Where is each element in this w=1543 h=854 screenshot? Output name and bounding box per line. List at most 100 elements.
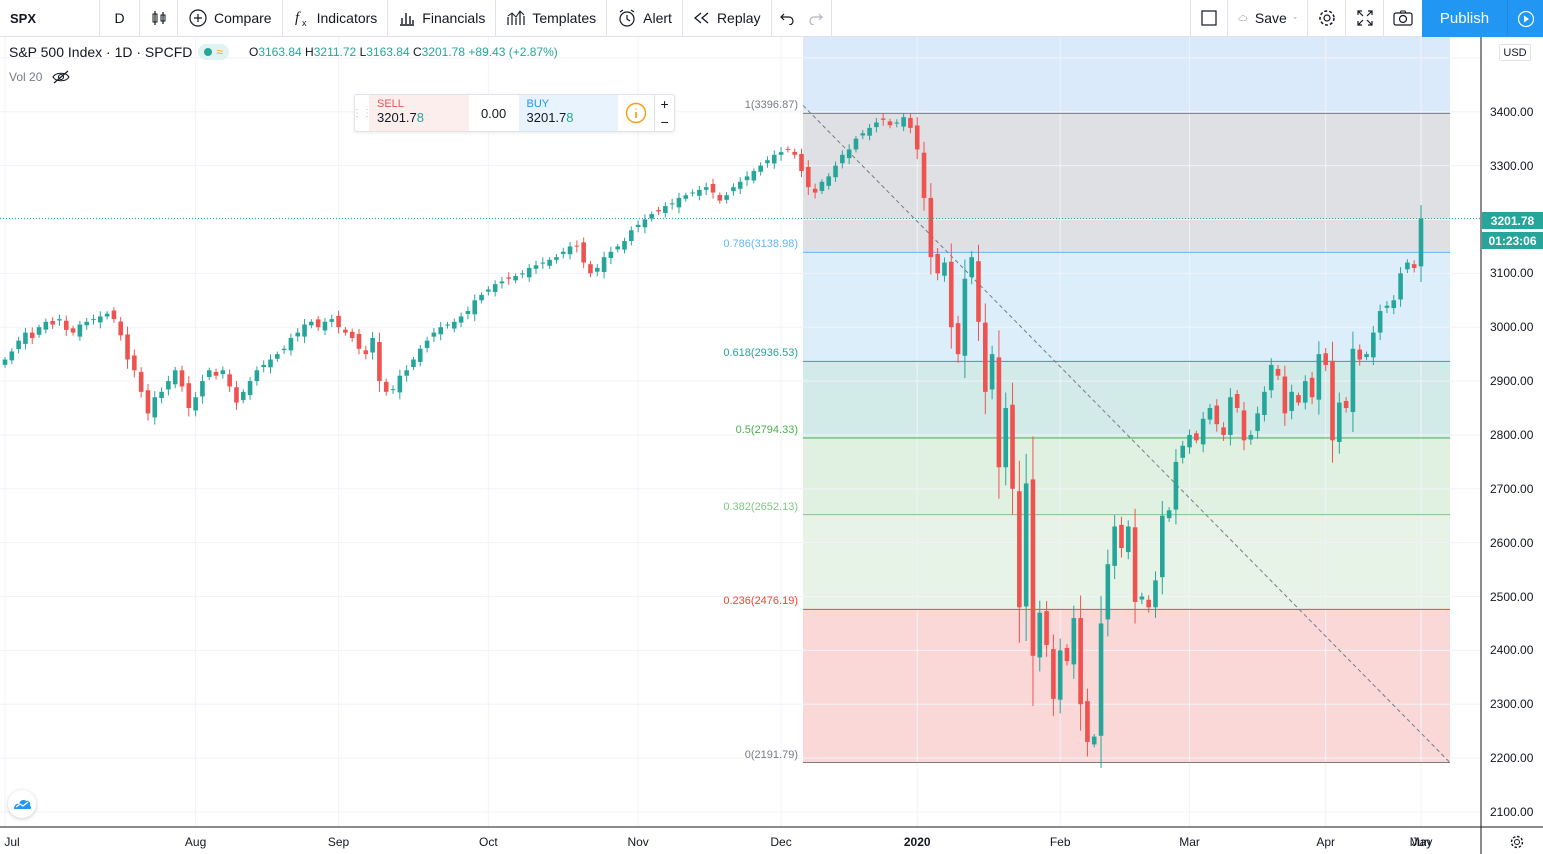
quantity-plus-button[interactable]: + bbox=[660, 96, 669, 112]
candle-body bbox=[125, 334, 130, 360]
candle-body bbox=[806, 166, 811, 188]
candle-body bbox=[751, 170, 757, 181]
eye-hidden-icon[interactable] bbox=[52, 70, 71, 84]
candle-body bbox=[1316, 354, 1322, 400]
layout-button[interactable] bbox=[1190, 0, 1228, 37]
price-chart[interactable] bbox=[0, 37, 1543, 854]
candle-body bbox=[1357, 349, 1363, 360]
candle-body bbox=[70, 328, 76, 333]
sell-button[interactable]: SELL 3201.78 bbox=[369, 95, 469, 131]
candle-body bbox=[989, 354, 995, 390]
price-axis-label: 2200.00 bbox=[1490, 751, 1534, 766]
settings-button[interactable] bbox=[1308, 0, 1346, 37]
high-key: H bbox=[305, 45, 314, 59]
chart-area[interactable] bbox=[0, 37, 1543, 854]
axis-settings-button[interactable] bbox=[1507, 832, 1527, 852]
chart-legend: S&P 500 Index · 1D · SPCFD ≈ O3163.84 H3… bbox=[9, 44, 558, 60]
price-axis-label: 3300.00 bbox=[1490, 158, 1534, 173]
candle-body bbox=[520, 273, 525, 275]
publish-button[interactable]: Publish bbox=[1422, 0, 1507, 37]
candle-body bbox=[240, 391, 246, 401]
candle-body bbox=[138, 371, 144, 392]
save-button[interactable]: Save bbox=[1228, 0, 1308, 37]
publish-menu-button[interactable] bbox=[1507, 0, 1543, 37]
buy-price: 3201.78 bbox=[527, 110, 611, 125]
candle-body bbox=[955, 323, 961, 355]
financials-button[interactable]: Financials bbox=[388, 0, 497, 37]
candle-body bbox=[1214, 405, 1220, 425]
candle-body bbox=[819, 181, 825, 191]
currency-label[interactable]: USD bbox=[1499, 44, 1531, 61]
candle-body bbox=[1153, 580, 1158, 608]
candle-body bbox=[1105, 564, 1111, 620]
sell-price: 3201.78 bbox=[377, 110, 461, 125]
candle-body bbox=[1234, 393, 1240, 409]
candle-body bbox=[2, 359, 8, 365]
fib-zone bbox=[803, 361, 1450, 438]
candle-body bbox=[554, 257, 559, 260]
undo-button[interactable] bbox=[772, 0, 802, 37]
symbol-search-button[interactable]: SPX bbox=[0, 0, 100, 37]
market-status-badge[interactable]: ≈ bbox=[198, 44, 229, 60]
change-value: +89.43 (+2.87%) bbox=[468, 45, 558, 59]
gear-icon bbox=[1318, 10, 1335, 26]
quantity-minus-button[interactable]: − bbox=[660, 114, 669, 130]
candle-body bbox=[424, 340, 430, 348]
candle-body bbox=[622, 241, 627, 250]
time-axis-label: Sep bbox=[327, 835, 350, 849]
time-axis-label: Apr bbox=[1316, 835, 1336, 849]
candle-body bbox=[649, 214, 655, 219]
symbol-label: SPX bbox=[10, 10, 37, 26]
candle-body bbox=[860, 133, 866, 136]
candle-body bbox=[540, 262, 546, 264]
candle-body bbox=[1098, 623, 1104, 736]
tradingview-logo[interactable] bbox=[8, 790, 36, 818]
candle-body bbox=[894, 122, 900, 124]
candle-body bbox=[370, 337, 375, 353]
candle-body bbox=[1146, 599, 1151, 608]
candle-body bbox=[404, 370, 409, 376]
buy-price-main: 3201.7 bbox=[526, 110, 567, 125]
candle-body bbox=[731, 187, 736, 192]
cloud-icon bbox=[1238, 15, 1248, 21]
candle-body bbox=[1037, 612, 1043, 658]
alert-button[interactable]: Alert bbox=[607, 0, 683, 37]
candle-body bbox=[908, 117, 913, 128]
buy-button[interactable]: BUY 3201.78 bbox=[518, 95, 619, 131]
candle-body bbox=[1071, 618, 1077, 665]
candle-body bbox=[533, 265, 539, 269]
drag-handle-icon[interactable]: ⋮⋮ bbox=[352, 107, 372, 119]
fib-level-label: 1(3396.87) bbox=[744, 99, 798, 112]
candle-body bbox=[1207, 408, 1213, 420]
fib-zone bbox=[803, 113, 1450, 253]
compare-button[interactable]: Compare bbox=[178, 0, 283, 37]
candle-body bbox=[452, 321, 457, 329]
candle-body bbox=[826, 176, 832, 186]
price-axis-label: 2600.00 bbox=[1490, 535, 1534, 550]
redo-button[interactable] bbox=[802, 0, 832, 37]
replay-button[interactable]: Replay bbox=[683, 0, 772, 37]
snapshot-button[interactable] bbox=[1384, 0, 1422, 37]
candle-body bbox=[914, 125, 920, 150]
templates-button[interactable]: Templates bbox=[496, 0, 608, 37]
candle-body bbox=[445, 324, 450, 326]
fullscreen-button[interactable] bbox=[1346, 0, 1384, 37]
info-button[interactable] bbox=[618, 95, 654, 131]
candle-body bbox=[166, 381, 171, 390]
candle-body bbox=[1343, 401, 1349, 409]
chart-style-button[interactable] bbox=[140, 0, 178, 37]
candle-body bbox=[1302, 381, 1308, 403]
fullscreen-icon bbox=[1356, 10, 1373, 26]
fib-level-label: 0.5(2794.33) bbox=[735, 423, 798, 436]
candle-body bbox=[1241, 410, 1247, 441]
gear-icon bbox=[1510, 835, 1524, 849]
candle-body bbox=[268, 359, 273, 368]
interval-button[interactable]: D bbox=[100, 0, 140, 37]
candle-body bbox=[479, 294, 484, 301]
candle-body bbox=[799, 154, 804, 171]
candle-body bbox=[1268, 364, 1274, 391]
high-value: 3211.72 bbox=[313, 45, 357, 59]
time-axis-label: Jul bbox=[4, 835, 20, 849]
